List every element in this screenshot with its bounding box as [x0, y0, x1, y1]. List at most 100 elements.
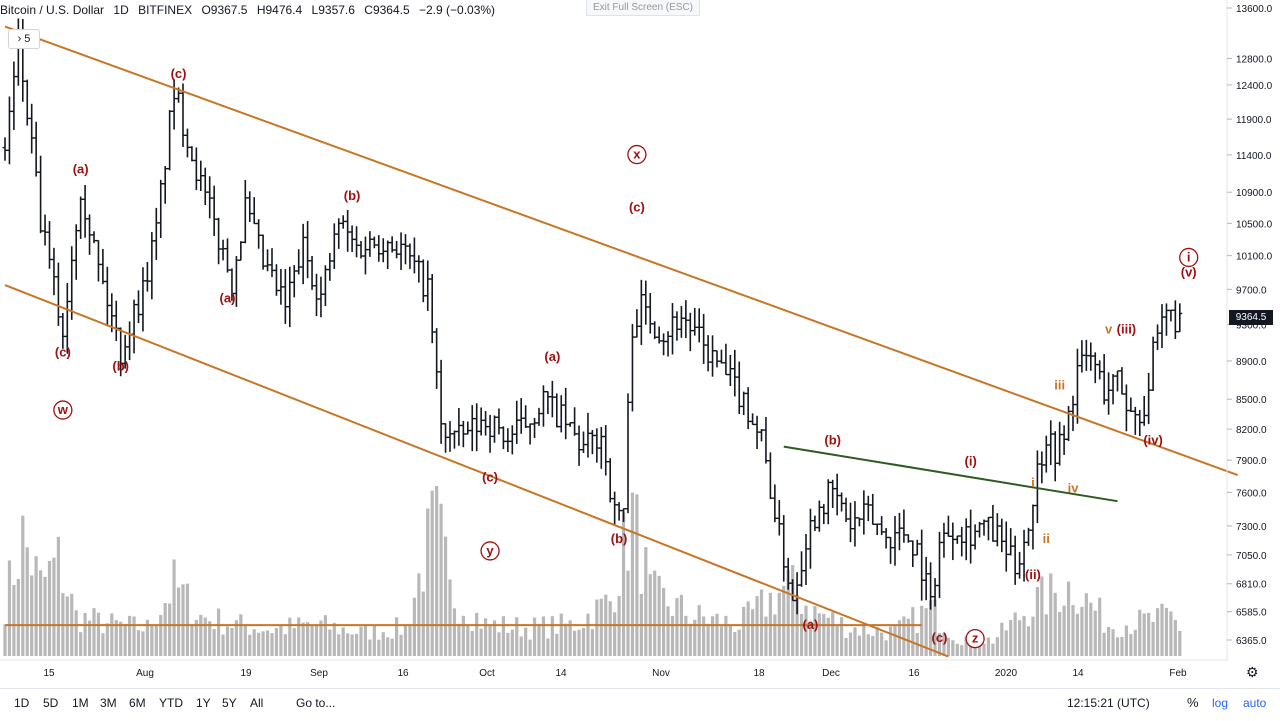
timeframe-6m[interactable]: 6M — [129, 696, 146, 710]
ohlc-bar — [941, 522, 947, 558]
wave-label: (b) — [824, 433, 841, 448]
ohlc-bar — [33, 121, 39, 177]
wave-label-text: (v) — [1181, 265, 1197, 280]
volume-bar — [306, 622, 310, 656]
ohlc-bar — [549, 380, 555, 418]
ohlc-bar — [1155, 324, 1160, 351]
collapse-indicators-button[interactable]: › 5 — [8, 29, 40, 49]
wave-label-text: (c) — [482, 470, 498, 485]
volume-bar — [194, 620, 198, 656]
ohlc-bar — [242, 180, 248, 244]
ohlc-bar — [839, 492, 844, 512]
volume-bar — [746, 601, 750, 656]
volume-bar — [710, 616, 715, 656]
ohlc-bar — [532, 417, 537, 439]
price-chart[interactable]: (a) (c) (b) w (c) (a) (b) (c) y (a) (b) x (c) (b) (a) (… — [0, 0, 1280, 688]
volume-bar — [719, 626, 724, 656]
ohlc-bar — [1035, 450, 1040, 524]
ohlc-bar — [1017, 551, 1022, 579]
volume-bar — [524, 627, 528, 656]
ohlc-bar — [1066, 405, 1071, 442]
timeframe-all[interactable]: All — [250, 696, 264, 710]
chart-settings-icon[interactable]: ⚙ — [1246, 664, 1259, 680]
percent-scale-toggle[interactable]: % — [1187, 695, 1199, 710]
time-tick-label: Aug — [136, 668, 154, 679]
volume-bar — [995, 637, 999, 656]
exit-fullscreen-button[interactable]: Exit Full Screen (ESC) — [586, 0, 700, 16]
ohlc-bar — [496, 408, 502, 435]
volume-bar — [1102, 632, 1106, 656]
ohlc-bar — [505, 428, 511, 452]
ohlc-bar — [318, 276, 324, 318]
time-axis[interactable]: 15 Aug 19 Sep 16 Oct 14 Nov 18 Dec 16 2020 14 Feb — [43, 668, 1187, 679]
ohlc-bar — [1030, 504, 1036, 550]
ohlc-bar — [808, 508, 813, 569]
timeframe-3m[interactable]: 3M — [100, 696, 117, 710]
symbol-name[interactable]: Bitcoin / U.S. Dollar — [0, 3, 105, 17]
volume-bar — [346, 633, 350, 656]
timeframe-5d[interactable]: 5D — [43, 696, 59, 710]
volume-bar — [412, 597, 416, 656]
volume-bar — [92, 608, 96, 656]
timeframe-ytd[interactable]: YTD — [159, 696, 183, 710]
ohlc-bar — [220, 239, 226, 261]
ohlc-bar — [1048, 420, 1054, 466]
ohlc-bar — [567, 422, 573, 427]
ohlc-bar — [1132, 406, 1138, 435]
ohlc-bar — [994, 513, 1000, 547]
goto-date-button[interactable]: Go to... — [296, 696, 336, 710]
volume-bar — [759, 589, 764, 656]
volume-bar — [1040, 576, 1044, 656]
ohlc-bar — [630, 323, 635, 412]
volume-bar — [581, 627, 586, 656]
volume-bar — [653, 570, 657, 656]
ohlc-bar — [501, 426, 506, 450]
volume-bar — [697, 605, 701, 656]
ohlc-bar — [892, 516, 898, 566]
volume-bar — [301, 622, 305, 656]
ohlc-bar — [1137, 409, 1143, 436]
volume-bar — [225, 626, 230, 656]
volume-bar — [786, 569, 790, 656]
ohlc-bar — [518, 398, 524, 434]
ohlc-bar — [345, 210, 351, 252]
volume-bar — [822, 613, 826, 656]
volume-bar — [737, 629, 741, 656]
volume-bar — [630, 492, 635, 656]
ohlc-bar — [443, 423, 448, 453]
wave-label-circle — [480, 541, 500, 561]
volume-bar — [314, 624, 319, 656]
volume-bar — [973, 643, 977, 656]
price-tick-label: 12800.0 — [1236, 54, 1273, 65]
volume-bar — [448, 579, 452, 656]
volume-bar — [532, 617, 537, 656]
ohlc-bar — [799, 551, 804, 587]
ohlc-bar — [803, 533, 809, 585]
ohlc-bar — [923, 556, 929, 601]
ohlc-bar — [843, 497, 849, 523]
ohlc-bar — [371, 236, 377, 249]
ohlc-bar — [990, 504, 996, 542]
ohlc-bar — [145, 261, 150, 292]
volume-bar — [1058, 611, 1062, 656]
interval-label[interactable]: 1D — [113, 3, 129, 17]
volume-bar — [141, 631, 145, 656]
volume-bar — [1120, 637, 1124, 656]
auto-scale-toggle[interactable]: auto — [1243, 696, 1267, 710]
log-scale-toggle[interactable]: log — [1212, 696, 1229, 710]
wave-label-text: (c) — [629, 200, 645, 215]
ohlc-bar — [140, 267, 146, 332]
utc-clock[interactable]: 12:15:21 (UTC) — [1067, 696, 1150, 710]
timeframe-1d[interactable]: 1D — [14, 696, 30, 710]
wave-label-text: z — [972, 631, 979, 646]
bottom-toolbar: 1D 5D 1M 3M 6M YTD 1Y 5Y All Go to... 12… — [0, 688, 1280, 721]
ohlc-bar — [425, 260, 431, 311]
wave-label-circle — [627, 144, 647, 165]
ohlc-bar — [300, 223, 306, 285]
ohlc-bar — [51, 247, 57, 296]
timeframe-5y[interactable]: 5Y — [222, 696, 237, 710]
timeframe-1m[interactable]: 1M — [72, 696, 89, 710]
ohlc-bar — [420, 259, 426, 303]
timeframe-1y[interactable]: 1Y — [196, 696, 211, 710]
price-axis[interactable]: 6365.0 6585.0 6810.0 7050.0 7300.0 7600.0 7900… — [1227, 4, 1273, 647]
